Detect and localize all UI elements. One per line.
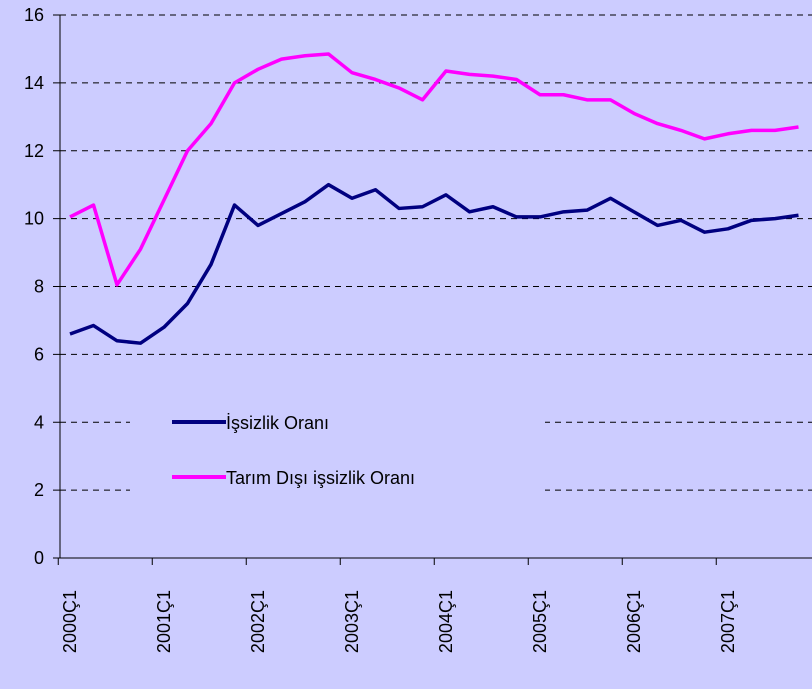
legend-label: İşsizlik Oranı xyxy=(226,413,329,433)
x-tick-label: 2001Ç1 xyxy=(154,590,174,653)
y-tick-label: 12 xyxy=(24,141,44,161)
legend-label: Tarım Dışı işsizlik Oranı xyxy=(226,468,415,488)
y-tick-label: 6 xyxy=(34,344,44,364)
legend-box xyxy=(130,398,545,513)
y-tick-label: 10 xyxy=(24,209,44,229)
y-tick-label: 14 xyxy=(24,73,44,93)
x-tick-label: 2005Ç1 xyxy=(530,590,550,653)
y-tick-label: 0 xyxy=(34,548,44,568)
x-tick-label: 2007Ç1 xyxy=(718,590,738,653)
y-tick-label: 2 xyxy=(34,480,44,500)
axes-layer: 0 2 4 6 8 10 12 14 16 2000Ç1 2001Ç1 2002Ç1 2003Ç1 200… xyxy=(24,5,812,653)
series-line xyxy=(69,52,799,287)
series-line xyxy=(69,182,799,345)
legend-layer: İşsizlik Oranı Tarım Dışı işsizlik Oranı xyxy=(130,398,545,513)
x-tick-label: 2000Ç1 xyxy=(60,590,80,653)
x-tick-label: 2006Ç1 xyxy=(624,590,644,653)
x-tick-label: 2004Ç1 xyxy=(436,590,456,653)
y-tick-label: 4 xyxy=(34,412,44,432)
y-tick-label: 8 xyxy=(34,277,44,297)
x-tick-label: 2002Ç1 xyxy=(248,590,268,653)
series-layer xyxy=(69,52,799,345)
x-tick-label: 2003Ç1 xyxy=(342,590,362,653)
y-tick-label: 16 xyxy=(24,5,44,25)
